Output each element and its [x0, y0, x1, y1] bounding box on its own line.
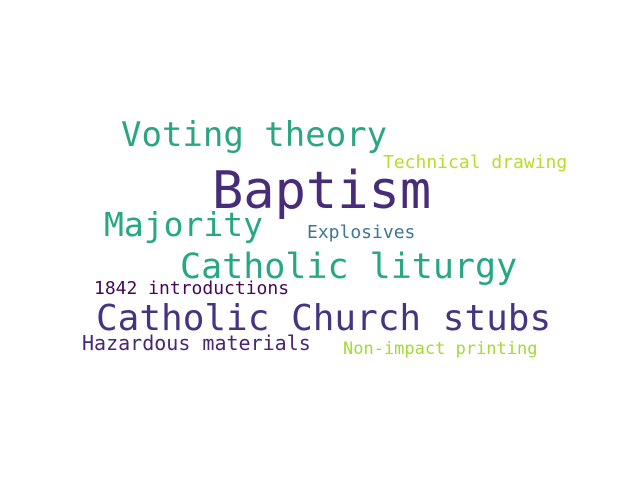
- word-voting-theory: Voting theory: [121, 115, 388, 155]
- word-catholic-church-stubs: Catholic Church stubs: [96, 298, 552, 339]
- word-non-impact-printing: Non-impact printing: [343, 339, 538, 359]
- word-1842-introductions: 1842 introductions: [94, 278, 290, 299]
- word-hazardous-materials: Hazardous materials: [82, 331, 311, 355]
- word-catholic-liturgy: Catholic liturgy: [180, 247, 518, 287]
- word-explosives: Explosives: [307, 222, 416, 243]
- word-technical-drawing: Technical drawing: [383, 152, 568, 173]
- word-baptism: Baptism: [212, 161, 432, 221]
- word-majority: Majority: [104, 205, 263, 244]
